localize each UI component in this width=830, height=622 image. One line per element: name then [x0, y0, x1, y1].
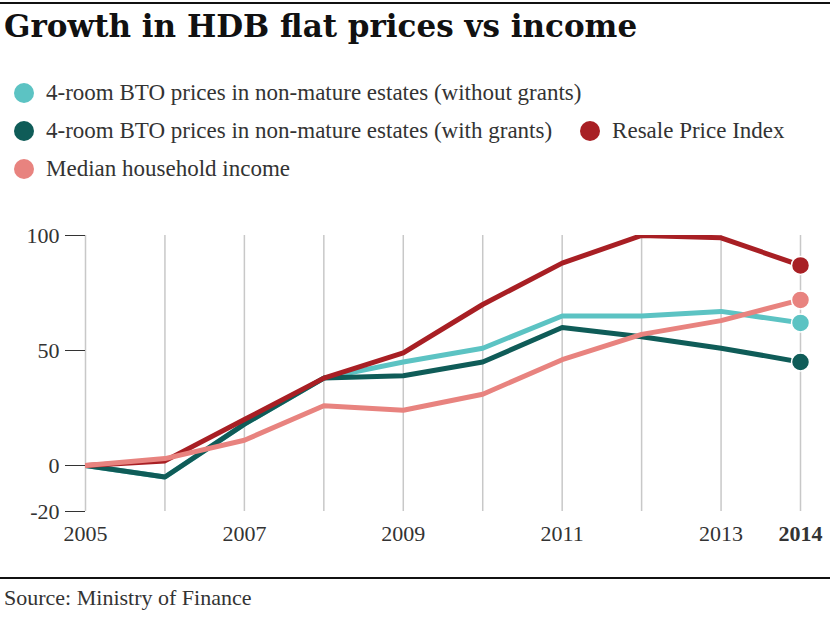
- svg-text:2009: 2009: [381, 521, 425, 546]
- html-text:Median household income: Median household income: [46, 156, 290, 181]
- svg-text:2011: 2011: [541, 521, 584, 546]
- html-text:4-room BTO prices in non-matur: 4-room BTO prices in non-mature estates …: [46, 118, 553, 143]
- svg-text:100: 100: [27, 223, 60, 248]
- html-text:Source: Ministry of Finance: Source: Ministry of Finance: [4, 585, 252, 610]
- html-text:4-room BTO prices in non-matur: 4-room BTO prices in non-mature estates …: [46, 80, 582, 105]
- svg-text:50: 50: [38, 338, 60, 363]
- svg-text:2014: 2014: [779, 521, 823, 546]
- svg-text:2013: 2013: [699, 521, 743, 546]
- svg-text:0: 0: [49, 453, 60, 478]
- svg-text:2005: 2005: [64, 521, 108, 546]
- svg-text:2007: 2007: [222, 521, 266, 546]
- html-text:Resale Price Index: Resale Price Index: [612, 118, 785, 143]
- svg-text:-20: -20: [30, 499, 59, 524]
- html-text:Growth in HDB flat prices vs i: Growth in HDB flat prices vs income: [4, 8, 638, 44]
